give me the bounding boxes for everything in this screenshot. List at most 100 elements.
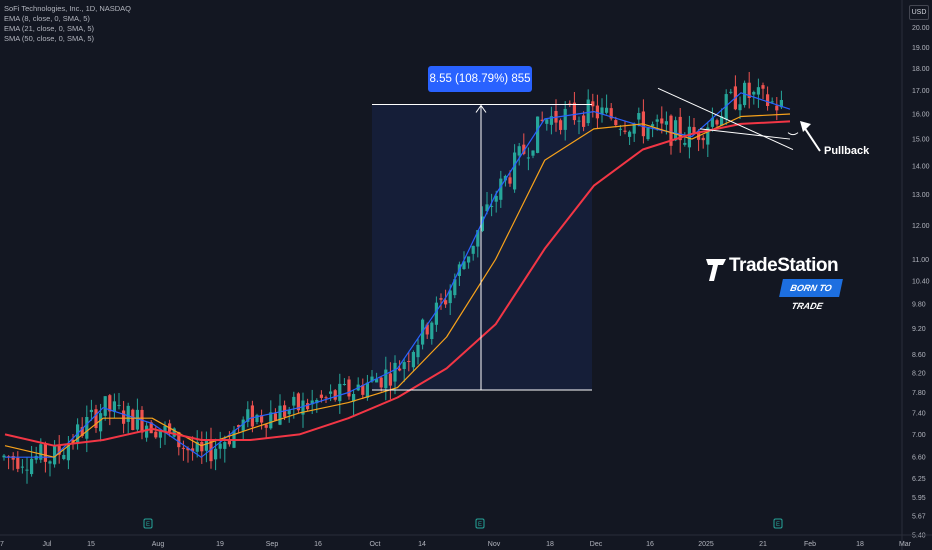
candle: [122, 410, 126, 424]
candle: [494, 195, 498, 202]
candle: [729, 91, 733, 93]
candle: [103, 396, 107, 416]
time-tick-label: Sep: [266, 541, 279, 548]
candle: [637, 113, 641, 120]
candle: [48, 461, 52, 464]
time-tick-label: 19: [216, 541, 224, 548]
tradestation-logo-icon: [706, 259, 726, 281]
candle: [467, 256, 471, 263]
candle: [545, 119, 549, 124]
candle: [319, 394, 323, 398]
candle: [131, 409, 135, 431]
candle: [53, 446, 57, 465]
earnings-marker-box: [475, 518, 485, 529]
candle: [646, 127, 650, 140]
candle: [177, 432, 181, 448]
candle: [269, 412, 273, 429]
measure-region: [372, 104, 592, 391]
candle: [710, 117, 714, 127]
price-tick-label: 8.60: [912, 352, 926, 359]
candle: [425, 324, 429, 335]
time-tick-label: 18: [856, 541, 864, 548]
price-tick-label: 10.40: [912, 278, 930, 285]
price-tick-label: 18.00: [912, 66, 930, 73]
time-tick-label: Oct: [370, 541, 381, 548]
candle: [600, 107, 604, 115]
candle: [706, 127, 710, 145]
candle: [347, 379, 351, 397]
logo-wordmark: TradeStation: [729, 255, 839, 276]
currency-button[interactable]: USD: [909, 5, 929, 20]
candles: [2, 71, 783, 484]
candle: [485, 204, 489, 212]
candle: [595, 105, 599, 119]
candle: [237, 425, 241, 428]
price-tick-label: 15.00: [912, 137, 930, 144]
pullback-arrow-head: [800, 121, 811, 132]
candle: [306, 403, 310, 410]
candle: [402, 362, 406, 369]
candle: [20, 466, 24, 468]
candle: [172, 428, 176, 437]
measure-arrow-head: [475, 104, 487, 113]
candle: [609, 108, 613, 119]
candle: [660, 118, 664, 124]
candle: [503, 175, 507, 181]
candle: [140, 409, 144, 433]
candle: [227, 440, 231, 445]
candle: [158, 431, 162, 438]
candle: [513, 152, 517, 190]
candle: [89, 409, 93, 413]
price-tick-label: 16.00: [912, 112, 930, 119]
candle: [57, 445, 61, 455]
candle: [775, 105, 779, 111]
candle: [149, 422, 153, 434]
candle: [278, 405, 282, 425]
sma50-line: [4, 120, 791, 447]
candle: [683, 142, 687, 145]
candle: [315, 399, 319, 404]
candle: [674, 120, 678, 141]
candle: [536, 116, 540, 153]
candle: [687, 126, 691, 148]
candle: [375, 379, 379, 383]
candle: [352, 393, 356, 402]
candle: [655, 119, 659, 122]
candle: [766, 94, 770, 107]
candle: [30, 458, 34, 475]
candle: [563, 108, 567, 130]
candle: [779, 99, 783, 108]
candle: [678, 116, 682, 141]
time-tick-label: 16: [646, 541, 654, 548]
time-tick-label: 16: [314, 541, 322, 548]
time-tick-label: 18: [546, 541, 554, 548]
candle: [430, 322, 434, 340]
candle: [287, 410, 291, 415]
price-tick-label: 5.67: [912, 514, 926, 521]
candle: [572, 102, 576, 121]
candle: [273, 413, 277, 421]
tradestation-logo: TradeStation BORN TO TRADE: [705, 255, 845, 311]
candle: [264, 424, 268, 428]
legend-ema8: EMA (8, close, 0, SMA, 5): [4, 14, 90, 23]
candle: [761, 85, 765, 89]
price-tick-label: 12.00: [912, 223, 930, 230]
candle: [246, 409, 250, 422]
time-tick-label: Aug: [152, 541, 165, 548]
candle: [522, 144, 526, 154]
candle: [577, 120, 581, 122]
candle: [361, 385, 365, 395]
candle: [181, 447, 185, 449]
candle: [747, 82, 751, 98]
price-tick-label: 14.00: [912, 163, 930, 170]
candle: [250, 405, 254, 427]
price-tick-label: 13.00: [912, 192, 930, 199]
time-tick-label: Nov: [488, 541, 501, 548]
candle: [444, 300, 448, 305]
price-tick-label: 6.60: [912, 455, 926, 462]
measure-label: 8.55 (108.79%) 855: [428, 66, 532, 92]
candle: [453, 279, 457, 296]
candle: [720, 116, 724, 126]
time-tick-label: 7: [0, 541, 4, 548]
